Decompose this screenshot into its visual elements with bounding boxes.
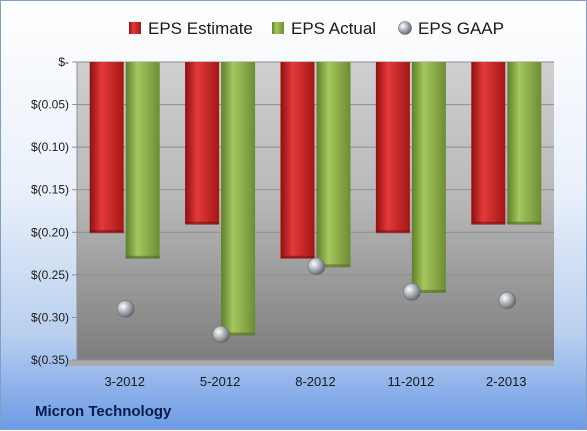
legend-swatch-eps-gaap (398, 21, 412, 35)
x-tick-label: 2-2013 (486, 374, 526, 389)
plot-floor (69, 360, 554, 366)
bar-eps-actual-edge (507, 221, 542, 225)
chart-legend: EPS Estimate EPS Actual EPS GAAP (129, 19, 504, 38)
legend-label: EPS Actual (291, 19, 376, 38)
bar-eps-actual-edge (125, 255, 160, 259)
bar-eps-estimate-edge (89, 230, 124, 234)
bar-eps-actual (125, 62, 160, 258)
y-tick-label: $(0.10) (31, 140, 69, 154)
marker-eps-gaap (403, 283, 421, 301)
bar-eps-estimate (89, 62, 124, 233)
x-tick-label: 11-2012 (388, 374, 435, 389)
bar-eps-estimate-edge (185, 221, 220, 225)
y-tick-label: $(0.15) (31, 183, 69, 197)
bar-eps-actual (316, 62, 351, 267)
bar-eps-actual-edge (221, 332, 256, 336)
bar-eps-estimate (280, 62, 315, 258)
bar-eps-actual-edge (411, 289, 446, 293)
y-tick-label: $(0.20) (31, 225, 69, 239)
bar-eps-actual (221, 62, 256, 335)
x-tick-label: 3-2012 (104, 374, 144, 389)
legend-label: EPS Estimate (148, 19, 253, 38)
bar-eps-actual-edge (316, 264, 351, 268)
legend-label: EPS GAAP (418, 19, 504, 38)
bar-eps-estimate (185, 62, 220, 224)
legend-swatch-eps-actual (272, 22, 284, 34)
bar-eps-estimate-edge (471, 221, 506, 225)
marker-eps-gaap (116, 300, 135, 318)
marker-eps-gaap (307, 257, 326, 276)
company-name: Micron Technology (35, 403, 172, 420)
bar-eps-estimate-edge (280, 255, 315, 259)
y-tick-label: $- (58, 55, 69, 69)
marker-eps-gaap (212, 325, 230, 344)
bar-eps-actual (411, 62, 446, 292)
y-tick-label: $(0.05) (31, 98, 69, 112)
bar-eps-estimate (471, 62, 506, 224)
y-tick-label: $(0.25) (31, 268, 69, 282)
bar-eps-estimate-edge (375, 230, 410, 234)
legend-swatch-eps-estimate (129, 22, 141, 34)
bar-eps-actual (507, 62, 542, 224)
y-tick-label: $(0.35) (31, 353, 69, 367)
bar-eps-estimate (375, 62, 410, 233)
x-tick-label: 5-2012 (200, 374, 240, 389)
marker-eps-gaap (498, 291, 517, 310)
y-tick-label: $(0.30) (31, 310, 69, 324)
x-tick-label: 8-2012 (295, 374, 335, 389)
